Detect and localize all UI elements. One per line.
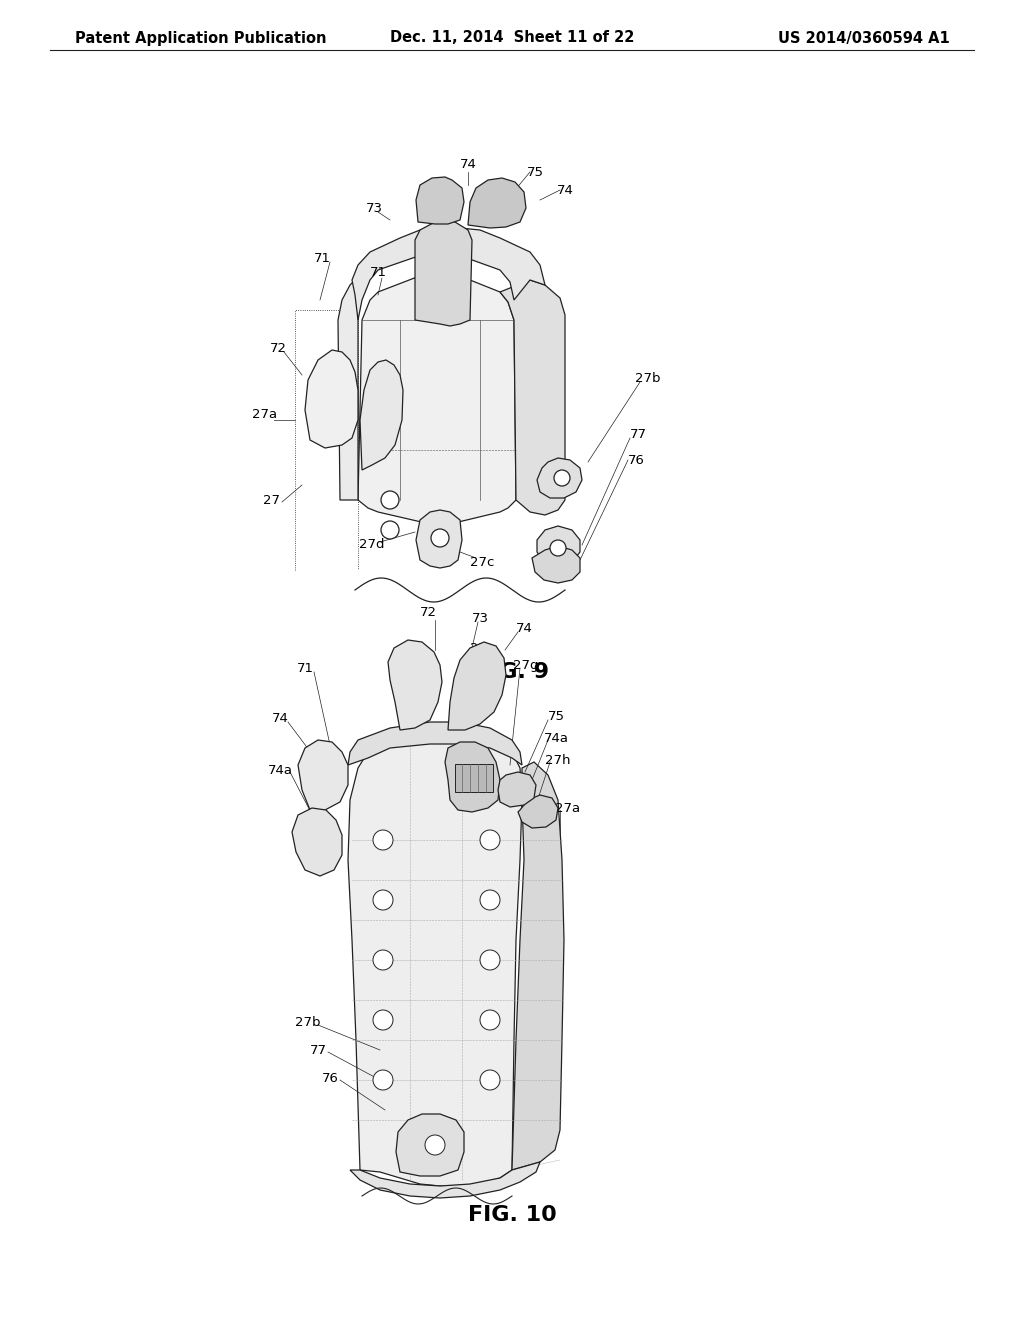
Circle shape <box>480 1071 500 1090</box>
Polygon shape <box>537 458 582 498</box>
Polygon shape <box>348 730 522 1185</box>
Text: 27f: 27f <box>419 202 441 214</box>
Text: FIG. 10: FIG. 10 <box>468 1205 556 1225</box>
Text: 74: 74 <box>557 183 573 197</box>
Text: 27c: 27c <box>470 642 495 655</box>
Text: 71: 71 <box>297 661 313 675</box>
Text: 76: 76 <box>322 1072 339 1085</box>
Polygon shape <box>360 360 403 470</box>
Polygon shape <box>388 640 442 730</box>
Polygon shape <box>298 741 348 810</box>
Polygon shape <box>537 525 580 566</box>
Text: 72: 72 <box>269 342 287 355</box>
Bar <box>455 764 493 792</box>
Text: 71: 71 <box>313 252 331 264</box>
Text: 76: 76 <box>628 454 644 466</box>
Polygon shape <box>500 280 565 515</box>
Text: 27b: 27b <box>635 371 660 384</box>
Polygon shape <box>512 762 564 1170</box>
Text: 74: 74 <box>271 711 289 725</box>
Circle shape <box>480 1010 500 1030</box>
Text: 74: 74 <box>515 622 532 635</box>
Polygon shape <box>305 350 358 447</box>
Polygon shape <box>468 178 526 228</box>
Text: 75: 75 <box>548 710 564 722</box>
Circle shape <box>480 890 500 909</box>
Polygon shape <box>415 220 472 326</box>
Text: 77: 77 <box>630 428 646 441</box>
Circle shape <box>431 529 449 546</box>
Text: 73: 73 <box>366 202 383 214</box>
Text: 75: 75 <box>526 165 544 178</box>
Text: 27b: 27b <box>295 1015 321 1028</box>
Polygon shape <box>445 742 500 812</box>
Polygon shape <box>350 1162 540 1199</box>
Text: 27d: 27d <box>359 539 385 552</box>
Polygon shape <box>416 177 464 224</box>
Polygon shape <box>292 808 342 876</box>
Circle shape <box>373 890 393 909</box>
Circle shape <box>425 1135 445 1155</box>
Text: 72: 72 <box>420 606 436 619</box>
Text: 27a: 27a <box>253 408 278 421</box>
Text: 74a: 74a <box>544 731 568 744</box>
Polygon shape <box>348 722 522 766</box>
Polygon shape <box>396 1114 464 1176</box>
Text: US 2014/0360594 A1: US 2014/0360594 A1 <box>778 30 950 45</box>
Text: Patent Application Publication: Patent Application Publication <box>75 30 327 45</box>
Circle shape <box>554 470 570 486</box>
Text: 77: 77 <box>309 1044 327 1056</box>
Text: 27a: 27a <box>555 801 581 814</box>
Circle shape <box>480 950 500 970</box>
Text: 71: 71 <box>370 265 386 279</box>
Text: 74a: 74a <box>267 763 293 776</box>
Polygon shape <box>338 275 360 500</box>
Circle shape <box>480 830 500 850</box>
Text: 73: 73 <box>471 611 488 624</box>
Circle shape <box>373 950 393 970</box>
Polygon shape <box>416 510 462 568</box>
Circle shape <box>373 1071 393 1090</box>
Text: Dec. 11, 2014  Sheet 11 of 22: Dec. 11, 2014 Sheet 11 of 22 <box>390 30 634 45</box>
Polygon shape <box>518 795 558 828</box>
Text: 27c: 27c <box>470 556 495 569</box>
Polygon shape <box>449 642 506 730</box>
Polygon shape <box>358 271 516 525</box>
Text: 27h: 27h <box>545 754 570 767</box>
Circle shape <box>373 1010 393 1030</box>
Text: 74: 74 <box>460 158 476 172</box>
Polygon shape <box>352 228 545 319</box>
Text: 27: 27 <box>263 494 281 507</box>
Circle shape <box>381 521 399 539</box>
Circle shape <box>373 830 393 850</box>
Circle shape <box>381 491 399 510</box>
Circle shape <box>550 540 566 556</box>
Polygon shape <box>498 772 536 807</box>
Polygon shape <box>532 546 580 583</box>
Text: 27g: 27g <box>513 659 539 672</box>
Text: FIG. 9: FIG. 9 <box>475 663 549 682</box>
